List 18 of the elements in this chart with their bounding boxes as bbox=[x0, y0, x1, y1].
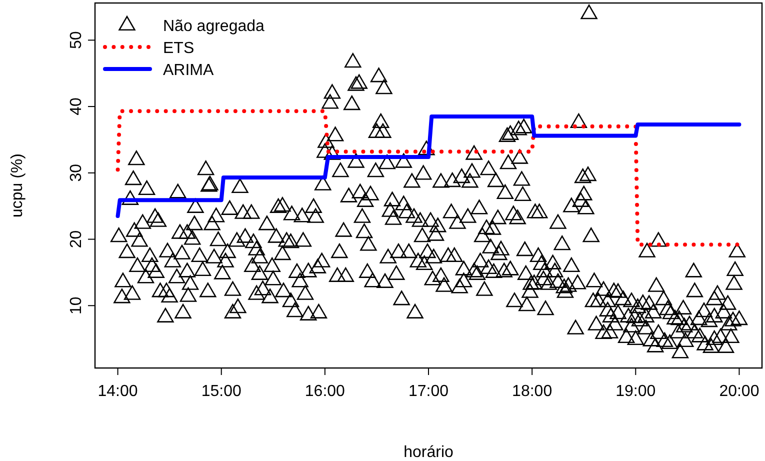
y-tick-label: 40 bbox=[68, 98, 85, 116]
y-tick-label: 30 bbox=[68, 164, 85, 182]
x-tick-label: 16:00 bbox=[304, 383, 346, 400]
x-tick-label: 18:00 bbox=[512, 383, 552, 400]
legend-label: ETS bbox=[163, 40, 194, 57]
y-tick-label: 50 bbox=[68, 31, 85, 50]
x-axis-title: horário bbox=[404, 444, 454, 461]
x-tick-label: 15:00 bbox=[201, 383, 242, 400]
x-tick-label: 14:00 bbox=[98, 383, 138, 400]
x-tick-label: 17:00 bbox=[408, 383, 449, 400]
x-tick-label: 19:00 bbox=[616, 383, 656, 400]
legend-label: ARIMA bbox=[163, 62, 214, 79]
line-series bbox=[116, 114, 742, 218]
legend-label: Não agregada bbox=[163, 18, 265, 35]
y-tick-label: 10 bbox=[68, 296, 85, 315]
x-tick-label: 20:00 bbox=[719, 383, 760, 400]
y-axis-title: ucpu (%) bbox=[9, 153, 26, 218]
y-tick-label: 20 bbox=[68, 230, 85, 248]
